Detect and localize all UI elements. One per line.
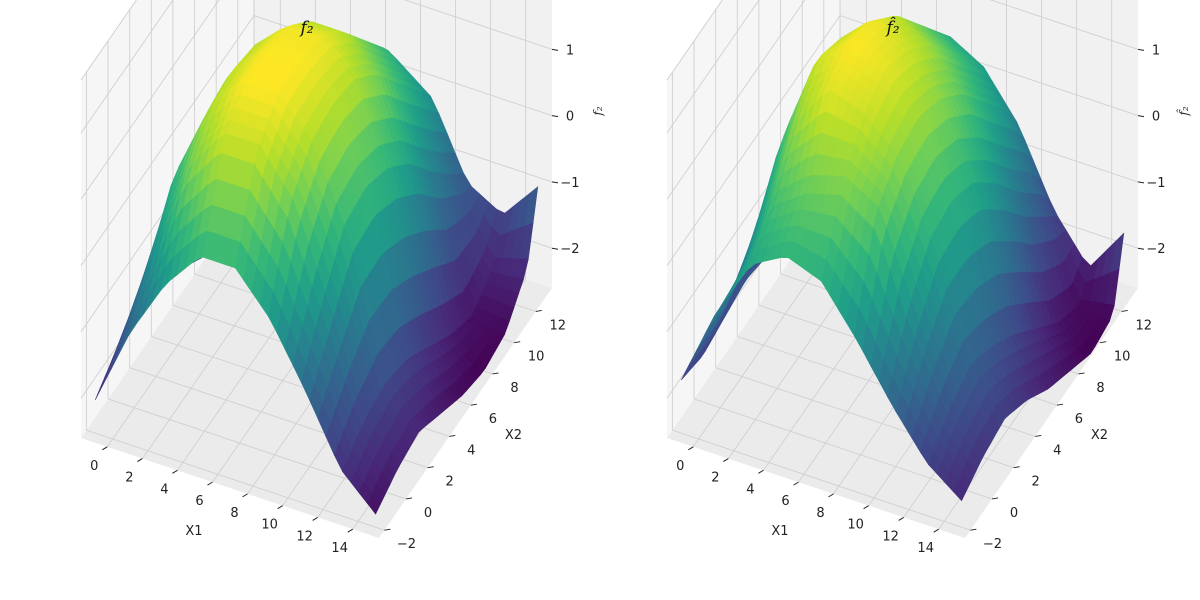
z-axis-label: f̂₂ (1175, 106, 1191, 116)
z-tick-label: 1 (566, 43, 574, 58)
x-tick-mark (207, 481, 213, 486)
x-tick-mark (758, 469, 764, 474)
x-tick-mark (137, 458, 143, 463)
y-tick-label: −2 (983, 537, 1002, 552)
z-tick-mark (551, 115, 559, 118)
z-tick-mark (1137, 115, 1145, 118)
grid-line-z (666, 0, 760, 134)
z-axis-label: f₂ (591, 106, 605, 116)
x-tick-label: 8 (230, 506, 238, 521)
x-tick-mark (863, 505, 869, 510)
chart-title: f₂ (298, 18, 313, 38)
y-tick-mark (970, 528, 977, 531)
chart-title: f̂₂ (884, 17, 899, 38)
surface (94, 21, 539, 515)
x-tick-label: 0 (90, 459, 98, 474)
y-tick-mark (405, 497, 413, 500)
y-tick-label: 6 (1075, 412, 1083, 427)
y-tick-mark (470, 403, 477, 406)
x-tick-label: 12 (882, 529, 899, 544)
y-tick-mark (492, 372, 499, 375)
x-tick-mark (347, 528, 353, 533)
z-tick-label: −2 (560, 242, 579, 257)
x-axis-label: X1 (771, 524, 788, 539)
x-tick-label: 2 (125, 471, 133, 486)
surface-patch (953, 480, 967, 502)
x-tick-mark (793, 481, 799, 486)
x-tick-mark (688, 446, 694, 451)
z-tick-label: −1 (560, 176, 579, 191)
x-axis-label: X1 (185, 524, 202, 539)
y-tick-label: 12 (1136, 318, 1153, 333)
z-tick-mark (551, 247, 559, 250)
y-tick-label: 2 (1032, 475, 1040, 490)
surface-patch (367, 492, 381, 515)
y-tick-label: 4 (1053, 443, 1061, 458)
x-tick-label: 0 (676, 459, 684, 474)
x-tick-mark (723, 458, 729, 463)
y-tick-mark (1100, 341, 1107, 344)
y-tick-mark (1035, 434, 1042, 437)
x-tick-mark (933, 528, 939, 533)
y-tick-mark (449, 434, 456, 437)
surface (680, 15, 1125, 502)
z-tick-label: −1 (1146, 176, 1165, 191)
z-tick-label: −2 (1146, 242, 1165, 257)
y-tick-label: 0 (1010, 506, 1018, 521)
y-tick-mark (1013, 466, 1020, 469)
y-axis-label: X2 (1091, 428, 1108, 443)
y-tick-mark (427, 466, 434, 469)
y-tick-label: 8 (510, 381, 518, 396)
z-tick-mark (1137, 247, 1145, 250)
y-tick-label: −2 (397, 537, 416, 552)
y-tick-mark (1056, 403, 1063, 406)
x-tick-label: 14 (917, 541, 934, 556)
y-tick-mark (514, 341, 521, 344)
z-tick-mark (551, 181, 559, 184)
x-tick-label: 6 (781, 494, 789, 509)
x-tick-label: 10 (847, 518, 864, 533)
x-tick-label: 6 (195, 494, 203, 509)
z-tick-label: 0 (566, 110, 574, 125)
z-tick-mark (551, 48, 559, 51)
z-tick-label: 1 (1152, 43, 1160, 58)
x-tick-label: 10 (261, 518, 278, 533)
y-tick-label: 6 (489, 412, 497, 427)
x-tick-label: 12 (296, 529, 313, 544)
y-tick-mark (384, 528, 391, 531)
y-tick-label: 2 (446, 475, 454, 490)
x-tick-mark (828, 493, 834, 498)
y-tick-mark (1121, 309, 1128, 312)
y-tick-label: 4 (467, 443, 475, 458)
x-tick-label: 8 (816, 506, 824, 521)
z-tick-label: 0 (1152, 110, 1160, 125)
x-tick-label: 2 (711, 471, 719, 486)
y-tick-label: 0 (424, 506, 432, 521)
y-tick-mark (535, 309, 542, 312)
y-tick-label: 12 (550, 318, 567, 333)
y-tick-label: 8 (1096, 381, 1104, 396)
y-tick-mark (991, 497, 999, 500)
z-tick-mark (1137, 181, 1145, 184)
y-axis-label: X2 (505, 428, 522, 443)
x-tick-mark (277, 505, 283, 510)
x-tick-mark (312, 516, 318, 521)
x-tick-label: 4 (160, 482, 168, 497)
x-tick-mark (172, 469, 178, 474)
x-tick-label: 14 (331, 541, 348, 556)
y-tick-mark (1078, 372, 1085, 375)
y-tick-label: 10 (528, 350, 545, 365)
grid-line-z (80, 0, 553, 200)
y-tick-label: 10 (1114, 350, 1131, 365)
grid-line-z (80, 0, 174, 134)
grid-line-z (666, 0, 1139, 200)
x-tick-mark (242, 493, 248, 498)
z-tick-mark (1137, 48, 1145, 51)
x-tick-mark (102, 446, 108, 451)
x-tick-label: 4 (746, 482, 754, 497)
x-tick-mark (898, 516, 904, 521)
